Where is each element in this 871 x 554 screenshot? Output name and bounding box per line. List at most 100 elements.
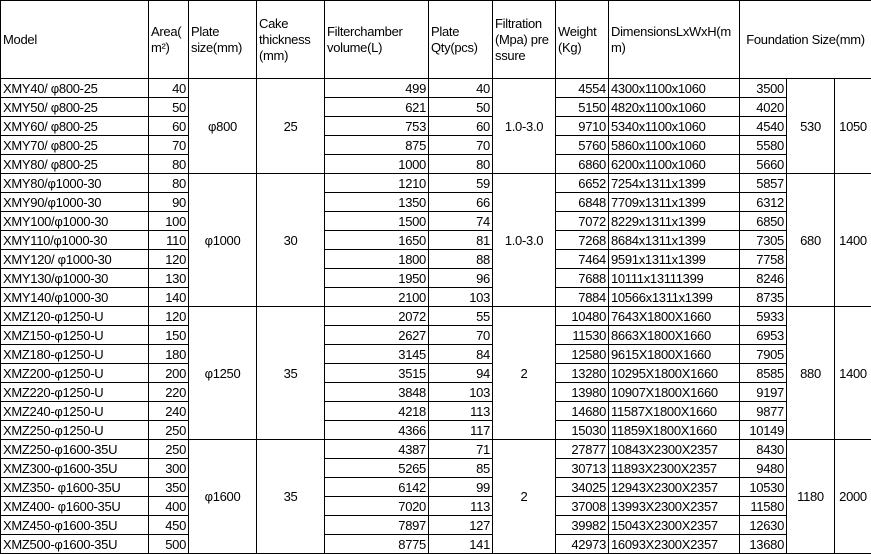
weight-cell[interactable]: 30713 bbox=[555, 458, 609, 478]
model-cell[interactable]: XMZ400- φ1600-35U bbox=[0, 496, 149, 516]
dimensions-cell[interactable]: 8684x1311x1399 bbox=[608, 230, 740, 250]
weight-cell[interactable]: 4554 bbox=[555, 78, 609, 98]
chamber-volume-cell[interactable]: 4218 bbox=[324, 401, 429, 421]
dimensions-cell[interactable]: 5860x1100x1060 bbox=[608, 135, 740, 155]
foundation-length-cell[interactable]: 7758 bbox=[739, 249, 787, 269]
model-cell[interactable]: XMZ180-φ1250-U bbox=[0, 344, 149, 364]
area-cell[interactable]: 400 bbox=[148, 496, 189, 516]
plate-qty-cell[interactable]: 127 bbox=[428, 515, 493, 535]
foundation-height-cell[interactable]: 1400 bbox=[833, 173, 871, 307]
model-cell[interactable]: XMZ250-φ1250-U bbox=[0, 420, 149, 440]
cake-thickness-cell[interactable]: 25 bbox=[256, 78, 325, 174]
foundation-height-cell[interactable]: 1400 bbox=[833, 306, 871, 440]
chamber-volume-cell[interactable]: 4387 bbox=[324, 439, 429, 459]
weight-cell[interactable]: 34025 bbox=[555, 477, 609, 497]
area-cell[interactable]: 60 bbox=[148, 116, 189, 136]
dimensions-cell[interactable]: 5340x1100x1060 bbox=[608, 116, 740, 136]
area-cell[interactable]: 450 bbox=[148, 515, 189, 535]
foundation-length-cell[interactable]: 10149 bbox=[739, 420, 787, 440]
area-cell[interactable]: 150 bbox=[148, 325, 189, 345]
weight-cell[interactable]: 7268 bbox=[555, 230, 609, 250]
dimensions-cell[interactable]: 4300x1100x1060 bbox=[608, 78, 740, 98]
plate-qty-cell[interactable]: 59 bbox=[428, 173, 493, 193]
foundation-length-cell[interactable]: 6953 bbox=[739, 325, 787, 345]
foundation-length-cell[interactable]: 7305 bbox=[739, 230, 787, 250]
filtration-pressure-cell[interactable]: 2 bbox=[492, 306, 556, 440]
foundation-length-cell[interactable]: 3500 bbox=[739, 78, 787, 98]
chamber-volume-cell[interactable]: 1950 bbox=[324, 268, 429, 288]
plate-qty-cell[interactable]: 70 bbox=[428, 135, 493, 155]
cake-thickness-cell[interactable]: 35 bbox=[256, 439, 325, 554]
foundation-length-cell[interactable]: 8430 bbox=[739, 439, 787, 459]
chamber-volume-cell[interactable]: 6142 bbox=[324, 477, 429, 497]
model-cell[interactable]: XMZ240-φ1250-U bbox=[0, 401, 149, 421]
plate-qty-cell[interactable]: 60 bbox=[428, 116, 493, 136]
dimensions-cell[interactable]: 11587X1800X1660 bbox=[608, 401, 740, 421]
dimensions-cell[interactable]: 12943X2300X2357 bbox=[608, 477, 740, 497]
foundation-width-cell[interactable]: 530 bbox=[786, 78, 835, 174]
model-cell[interactable]: XMY110/φ1000-30 bbox=[0, 230, 149, 250]
area-cell[interactable]: 80 bbox=[148, 173, 189, 193]
chamber-volume-cell[interactable]: 3145 bbox=[324, 344, 429, 364]
chamber-volume-cell[interactable]: 4366 bbox=[324, 420, 429, 440]
foundation-length-cell[interactable]: 6312 bbox=[739, 192, 787, 212]
model-cell[interactable]: XMZ350- φ1600-35U bbox=[0, 477, 149, 497]
weight-cell[interactable]: 14680 bbox=[555, 401, 609, 421]
model-cell[interactable]: XMY60/ φ800-25 bbox=[0, 116, 149, 136]
chamber-volume-cell[interactable]: 875 bbox=[324, 135, 429, 155]
foundation-length-cell[interactable]: 4020 bbox=[739, 97, 787, 117]
foundation-length-cell[interactable]: 12630 bbox=[739, 515, 787, 535]
plate-qty-cell[interactable]: 103 bbox=[428, 287, 493, 307]
foundation-length-cell[interactable]: 5933 bbox=[739, 306, 787, 326]
cake-thickness-cell[interactable]: 35 bbox=[256, 306, 325, 440]
weight-cell[interactable]: 7884 bbox=[555, 287, 609, 307]
foundation-length-cell[interactable]: 9877 bbox=[739, 401, 787, 421]
weight-cell[interactable]: 9710 bbox=[555, 116, 609, 136]
weight-cell[interactable]: 13280 bbox=[555, 363, 609, 383]
weight-cell[interactable]: 39982 bbox=[555, 515, 609, 535]
chamber-volume-cell[interactable]: 1000 bbox=[324, 154, 429, 174]
model-cell[interactable]: XMY40/ φ800-25 bbox=[0, 78, 149, 98]
filtration-pressure-cell[interactable]: 1.0-3.0 bbox=[492, 78, 556, 174]
plate-qty-cell[interactable]: 84 bbox=[428, 344, 493, 364]
chamber-volume-cell[interactable]: 499 bbox=[324, 78, 429, 98]
dimensions-cell[interactable]: 10907X1800X1660 bbox=[608, 382, 740, 402]
chamber-volume-cell[interactable]: 1210 bbox=[324, 173, 429, 193]
model-cell[interactable]: XMZ450-φ1600-35U bbox=[0, 515, 149, 535]
foundation-length-cell[interactable]: 4540 bbox=[739, 116, 787, 136]
weight-cell[interactable]: 5150 bbox=[555, 97, 609, 117]
area-cell[interactable]: 130 bbox=[148, 268, 189, 288]
area-cell[interactable]: 120 bbox=[148, 249, 189, 269]
chamber-volume-cell[interactable]: 7020 bbox=[324, 496, 429, 516]
dimensions-cell[interactable]: 13993X2300X2357 bbox=[608, 496, 740, 516]
dimensions-cell[interactable]: 9615X1800X1660 bbox=[608, 344, 740, 364]
weight-cell[interactable]: 10480 bbox=[555, 306, 609, 326]
chamber-volume-cell[interactable]: 3515 bbox=[324, 363, 429, 383]
plate-qty-cell[interactable]: 88 bbox=[428, 249, 493, 269]
dimensions-cell[interactable]: 10566x1311x1399 bbox=[608, 287, 740, 307]
dimensions-cell[interactable]: 7254x1311x1399 bbox=[608, 173, 740, 193]
weight-cell[interactable]: 7464 bbox=[555, 249, 609, 269]
plate-qty-cell[interactable]: 141 bbox=[428, 534, 493, 554]
foundation-height-cell[interactable]: 2000 bbox=[833, 439, 871, 554]
chamber-volume-cell[interactable]: 1350 bbox=[324, 192, 429, 212]
dimensions-cell[interactable]: 10295X1800X1660 bbox=[608, 363, 740, 383]
model-cell[interactable]: XMY90/φ1000-30 bbox=[0, 192, 149, 212]
model-cell[interactable]: XMY50/ φ800-25 bbox=[0, 97, 149, 117]
foundation-length-cell[interactable]: 10530 bbox=[739, 477, 787, 497]
plate-qty-cell[interactable]: 96 bbox=[428, 268, 493, 288]
plate-size-cell[interactable]: φ1600 bbox=[188, 439, 257, 554]
weight-cell[interactable]: 37008 bbox=[555, 496, 609, 516]
plate-qty-cell[interactable]: 117 bbox=[428, 420, 493, 440]
plate-size-cell[interactable]: φ1250 bbox=[188, 306, 257, 440]
weight-cell[interactable]: 42973 bbox=[555, 534, 609, 554]
filtration-pressure-cell[interactable]: 1.0-3.0 bbox=[492, 173, 556, 307]
filtration-pressure-cell[interactable]: 2 bbox=[492, 439, 556, 554]
plate-qty-cell[interactable]: 113 bbox=[428, 401, 493, 421]
plate-qty-cell[interactable]: 103 bbox=[428, 382, 493, 402]
foundation-length-cell[interactable]: 5580 bbox=[739, 135, 787, 155]
cake-thickness-cell[interactable]: 30 bbox=[256, 173, 325, 307]
plate-qty-cell[interactable]: 40 bbox=[428, 78, 493, 98]
chamber-volume-cell[interactable]: 1800 bbox=[324, 249, 429, 269]
dimensions-cell[interactable]: 11893X2300X2357 bbox=[608, 458, 740, 478]
